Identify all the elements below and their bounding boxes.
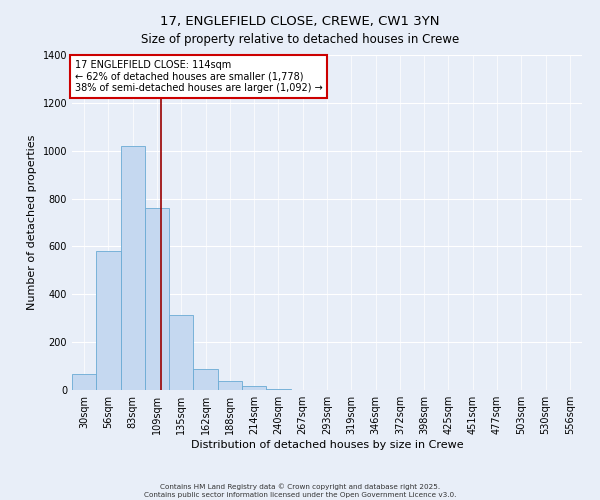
Bar	[96, 251, 121, 390]
Text: 17, ENGLEFIELD CLOSE, CREWE, CW1 3YN: 17, ENGLEFIELD CLOSE, CREWE, CW1 3YN	[160, 15, 440, 28]
Bar	[193, 369, 218, 390]
Bar	[72, 374, 96, 390]
Text: Size of property relative to detached houses in Crewe: Size of property relative to detached ho…	[141, 32, 459, 46]
Text: 17 ENGLEFIELD CLOSE: 114sqm
← 62% of detached houses are smaller (1,778)
38% of : 17 ENGLEFIELD CLOSE: 114sqm ← 62% of det…	[74, 60, 322, 93]
Y-axis label: Number of detached properties: Number of detached properties	[27, 135, 37, 310]
X-axis label: Distribution of detached houses by size in Crewe: Distribution of detached houses by size …	[191, 440, 463, 450]
Text: Contains HM Land Registry data © Crown copyright and database right 2025.
Contai: Contains HM Land Registry data © Crown c…	[144, 484, 456, 498]
Bar	[145, 208, 169, 390]
Bar	[169, 314, 193, 390]
Bar	[242, 386, 266, 390]
Bar	[218, 381, 242, 390]
Bar	[121, 146, 145, 390]
Bar	[266, 389, 290, 390]
